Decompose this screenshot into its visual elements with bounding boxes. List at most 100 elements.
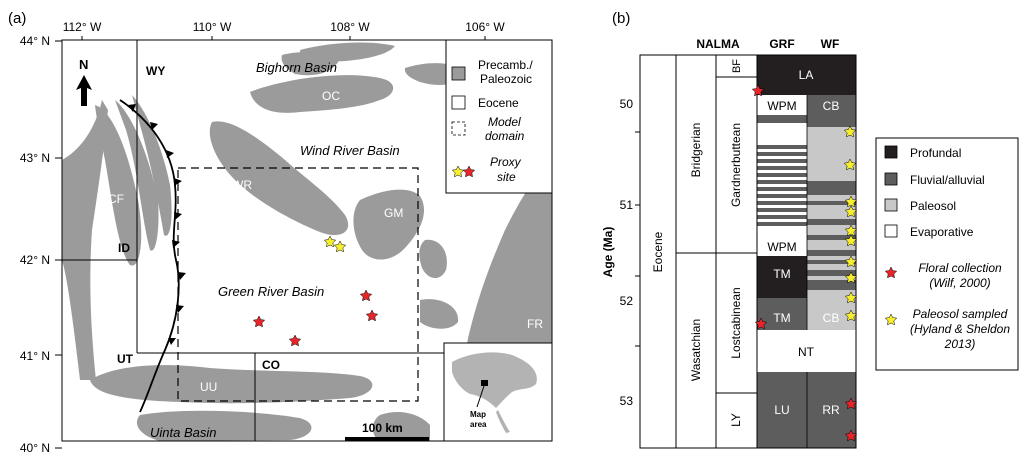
legend-eocene: Eocene xyxy=(478,96,519,110)
unit-tm-2: TM xyxy=(773,311,790,325)
lon-label-110w: 110° W xyxy=(193,20,232,34)
scale-bar-label: 100 km xyxy=(362,421,403,435)
unit-cb-1: CB xyxy=(823,99,840,113)
label-green-river-basin: Green River Basin xyxy=(218,284,324,299)
label-uu: UU xyxy=(200,380,217,394)
lon-label-106w: 106° W xyxy=(465,20,505,34)
label-wy: WY xyxy=(146,64,165,78)
label-ut: UT xyxy=(117,352,134,366)
legend-paleosol: Paleosol xyxy=(910,199,956,213)
member-ly: LY xyxy=(729,413,743,427)
unit-la: LA xyxy=(799,68,814,82)
map-labels: Bighorn Basin Wind River Basin Green Riv… xyxy=(150,60,400,440)
range-labels: OC WR GM CF FR UU xyxy=(108,89,543,394)
lat-label-43n: 43° N xyxy=(20,151,50,165)
legend-floral-2: (Wilf, 2000) xyxy=(929,276,990,290)
legend-model-1: Model xyxy=(488,115,521,129)
map-frame xyxy=(61,39,553,442)
western-ridge-2 xyxy=(132,95,172,236)
panel-a-label: (a) xyxy=(8,10,26,27)
unit-rr: RR xyxy=(822,403,840,417)
label-wr: WR xyxy=(232,178,252,192)
age-tick-51: 51 xyxy=(620,198,634,212)
lat-ticks xyxy=(55,40,62,449)
header-wf: WF xyxy=(821,37,840,51)
north-label: N xyxy=(79,57,88,72)
map-area: Bighorn Basin Wind River Basin Green Riv… xyxy=(62,40,552,441)
label-co: CO xyxy=(262,358,280,372)
uinta-south xyxy=(136,410,312,441)
uu-range xyxy=(90,365,373,404)
label-id: ID xyxy=(118,241,130,255)
label-fr: FR xyxy=(527,317,543,331)
unit-labels: LA WPM CB WPM TM TM CB NT LU RR xyxy=(767,68,840,417)
label-uinta-basin: Uinta Basin xyxy=(150,425,216,440)
legend-precamb-2: Paleozoic xyxy=(480,72,532,86)
inset-label-1: Map xyxy=(470,410,486,419)
thrust-front xyxy=(119,99,186,413)
lon-labels: 112° W 110° W 108° W 106° W xyxy=(63,20,506,34)
lat-labels: 44° N 43° N 42° N 41° N 40° N xyxy=(20,34,50,453)
legend-evaporative: Evaporative xyxy=(910,225,974,239)
legend-floral-1: Floral collection xyxy=(918,261,1002,275)
gm-range xyxy=(353,189,425,260)
label-wind-river-basin: Wind River Basin xyxy=(300,143,400,158)
southeast-block xyxy=(372,411,430,441)
legend-profundal: Profundal xyxy=(910,146,961,160)
lat-label-44n: 44° N xyxy=(20,34,50,48)
age-tick-53: 53 xyxy=(620,394,634,408)
age-axis-label: Age (Ma) xyxy=(601,227,615,278)
nalma-wasatchian: Wasatchian xyxy=(689,319,703,381)
unit-lu: LU xyxy=(774,403,789,417)
legend-b: Profundal Fluvial/alluvial Paleosol Evap… xyxy=(875,137,1019,371)
label-cf: CF xyxy=(108,192,124,206)
unit-cb-2: CB xyxy=(823,311,840,325)
legend-precamb-1: Precamb./ xyxy=(478,58,533,72)
wr-range xyxy=(209,121,349,236)
legend-proxy-1: Proxy xyxy=(490,155,522,169)
legend-paleosol-sampled-3: 2013) xyxy=(944,337,976,351)
nalma-bridgerian: Bridgerian xyxy=(689,123,703,178)
label-bighorn-basin: Bighorn Basin xyxy=(256,60,337,75)
model-domain-box xyxy=(177,167,419,402)
age-tick-52: 52 xyxy=(620,294,634,308)
age-ticks: 50 51 52 53 xyxy=(620,97,634,408)
north-arrow-icon xyxy=(76,75,92,106)
epoch-label: Eocene xyxy=(651,231,665,272)
western-thrust-belt xyxy=(62,100,108,380)
unit-tm-1: TM xyxy=(773,267,790,281)
east-block-1 xyxy=(419,239,447,279)
inset-label-2: area xyxy=(470,420,487,429)
column-headers: NALMA GRF WF xyxy=(696,37,839,51)
legend-paleosol-sampled-2: (Hyland & Sheldon xyxy=(910,322,1010,336)
north-ridge xyxy=(300,42,395,62)
east-block-2 xyxy=(420,299,459,329)
lat-label-40n: 40° N xyxy=(20,441,50,453)
oc-range xyxy=(250,75,394,113)
lat-label-42n: 42° N xyxy=(20,253,50,267)
label-oc: OC xyxy=(322,89,340,103)
unit-wpm-2: WPM xyxy=(767,240,796,254)
legend-a: Precamb./ Paleozoic Eocene Model domain … xyxy=(445,40,552,194)
inset-map: Map area xyxy=(443,342,552,441)
label-gm: GM xyxy=(384,206,403,220)
state-labels: WY ID UT CO xyxy=(117,64,280,372)
legend-model-2: domain xyxy=(485,129,525,143)
header-grf: GRF xyxy=(769,37,794,51)
north-arrow: N xyxy=(76,57,92,106)
panel-b-label: (b) xyxy=(612,10,630,27)
member-lostcabinean: Lostcabinean xyxy=(729,287,743,358)
member-bf: BF xyxy=(731,59,743,73)
member-gardnerbuttean: Gardnerbuttean xyxy=(729,123,743,207)
strat-column xyxy=(756,54,857,449)
header-nalma: NALMA xyxy=(696,37,740,51)
laramie-range xyxy=(465,160,552,400)
time-columns xyxy=(635,54,758,449)
scale-bar: 100 km xyxy=(345,421,429,441)
age-tick-50: 50 xyxy=(620,97,634,111)
legend-fluvial: Fluvial/alluvial xyxy=(910,173,985,187)
state-borders xyxy=(62,40,450,441)
unit-nt: NT xyxy=(798,345,815,359)
lon-label-108w: 108° W xyxy=(330,20,370,34)
